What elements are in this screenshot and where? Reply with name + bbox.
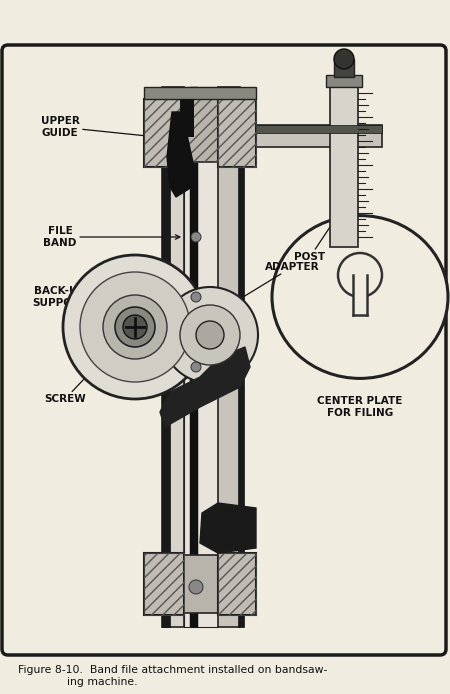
Bar	[242, 125, 382, 133]
Circle shape	[334, 49, 354, 69]
Bar	[184, 99, 218, 162]
Bar	[144, 553, 184, 615]
Polygon shape	[200, 503, 256, 553]
Text: ADAPTER: ADAPTER	[234, 262, 320, 303]
Circle shape	[191, 292, 201, 302]
Polygon shape	[160, 347, 250, 427]
Circle shape	[191, 232, 201, 242]
Bar	[180, 99, 194, 137]
Circle shape	[162, 287, 258, 383]
Circle shape	[189, 580, 203, 594]
FancyBboxPatch shape	[2, 45, 446, 655]
Bar	[184, 555, 218, 613]
Bar	[144, 87, 256, 99]
Circle shape	[115, 307, 155, 347]
Text: SCREW: SCREW	[44, 360, 102, 404]
Circle shape	[196, 321, 224, 349]
Bar	[334, 59, 354, 77]
Bar	[144, 553, 184, 615]
Text: CENTER PLATE
FOR FILING: CENTER PLATE FOR FILING	[317, 396, 403, 418]
Text: Figure 8-10.  Band file attachment installed on bandsaw-
              ing machi: Figure 8-10. Band file attachment instal…	[18, 665, 328, 686]
Bar	[184, 87, 218, 627]
Bar	[144, 99, 184, 167]
Circle shape	[80, 272, 190, 382]
Bar	[238, 87, 244, 627]
Bar	[218, 99, 256, 167]
Text: POST: POST	[294, 201, 348, 262]
Bar	[184, 99, 218, 162]
Bar	[144, 99, 184, 167]
Circle shape	[338, 253, 382, 297]
Bar	[242, 125, 382, 147]
Bar	[218, 99, 256, 167]
Bar	[162, 87, 170, 627]
Bar	[330, 87, 358, 247]
Circle shape	[123, 315, 147, 339]
Bar	[218, 87, 240, 627]
Bar	[190, 87, 198, 627]
Circle shape	[191, 362, 201, 372]
Text: BACK-UP
SUPPORT: BACK-UP SUPPORT	[32, 286, 161, 308]
Polygon shape	[167, 112, 194, 197]
Circle shape	[103, 295, 167, 359]
Bar	[218, 553, 256, 615]
Circle shape	[63, 255, 207, 399]
Circle shape	[180, 305, 240, 365]
Ellipse shape	[272, 216, 448, 378]
Text: FILE
BAND: FILE BAND	[43, 226, 180, 248]
Bar	[162, 87, 184, 627]
Text: UPPER
GUIDE: UPPER GUIDE	[40, 116, 153, 138]
Bar	[326, 75, 362, 87]
Bar	[218, 553, 256, 615]
Bar	[353, 273, 367, 315]
